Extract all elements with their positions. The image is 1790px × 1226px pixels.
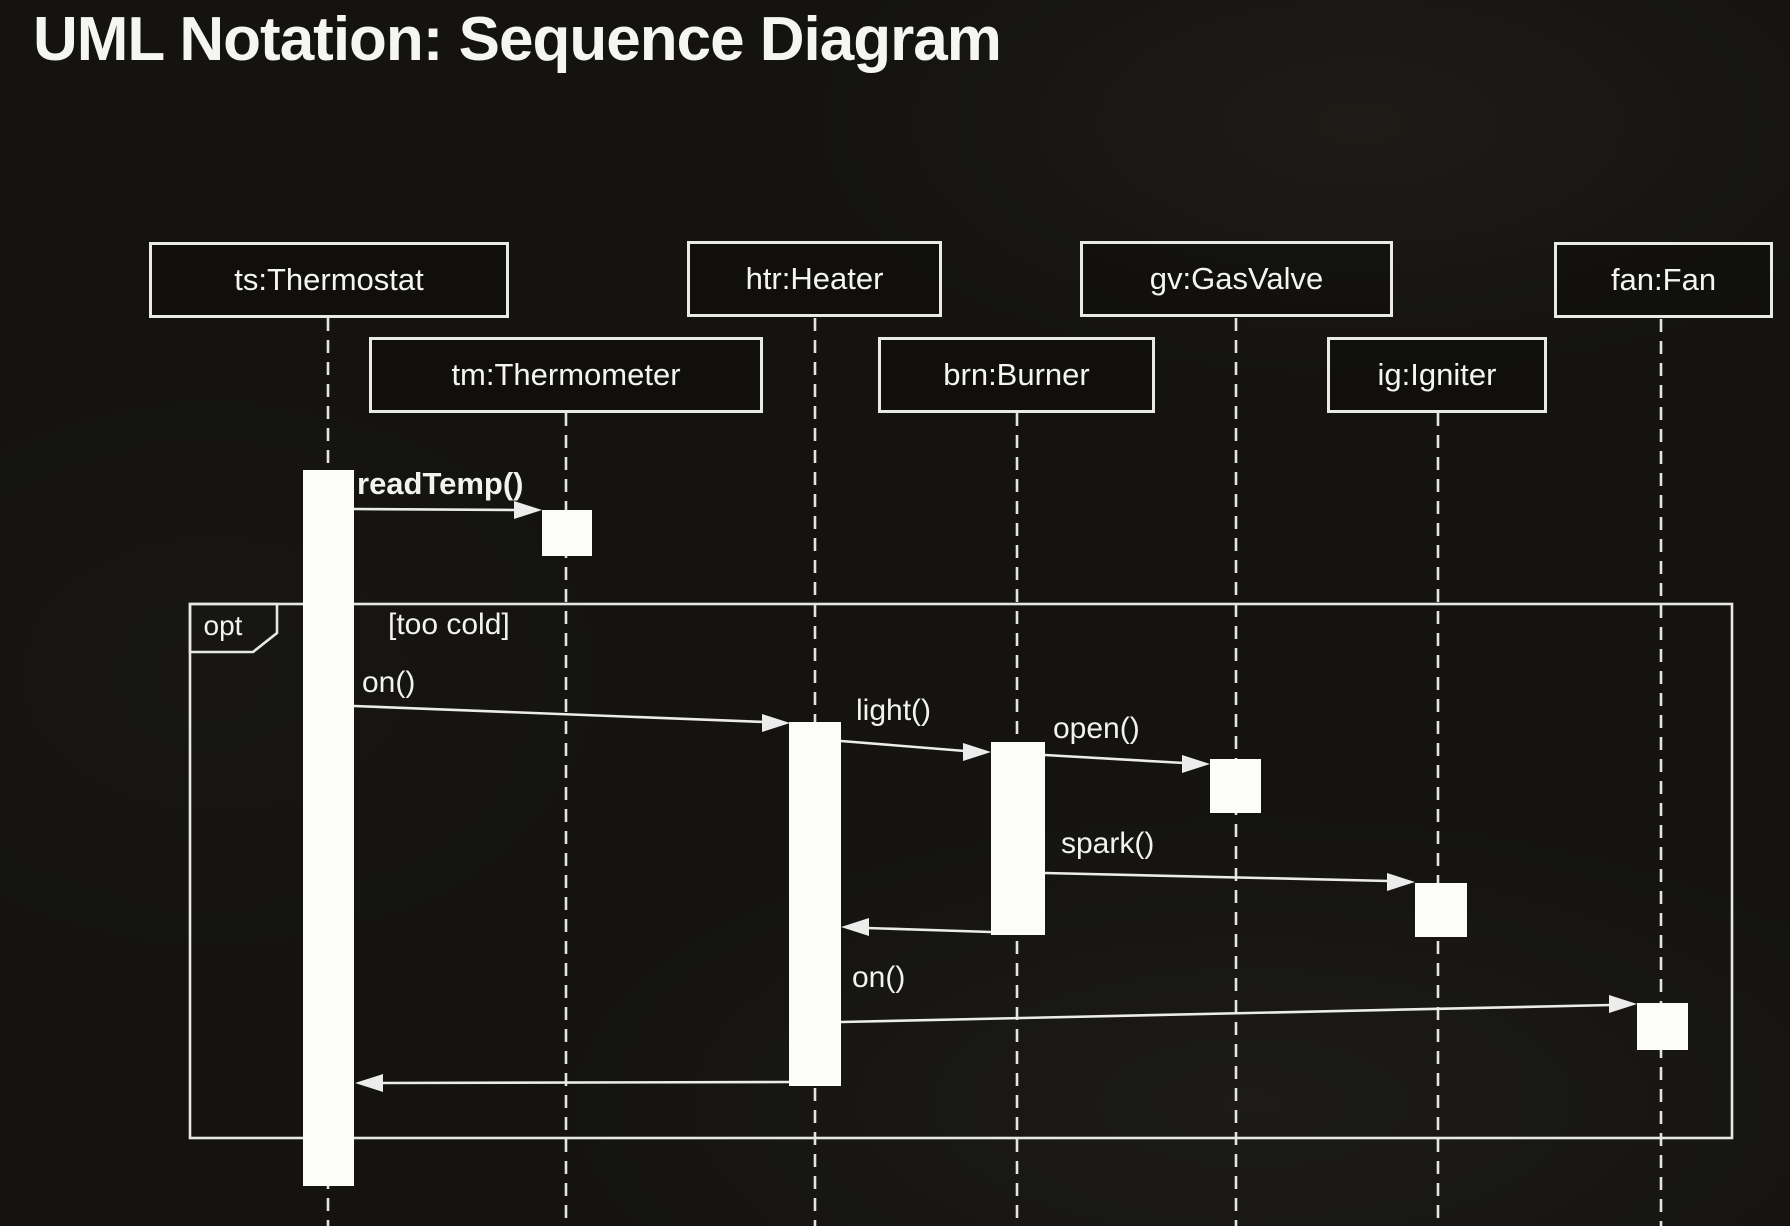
lifeline-head-tm: tm:Thermometer <box>369 337 763 413</box>
arrow-return-heater-thermostat <box>355 1074 790 1092</box>
lifeline-head-fan: fan:Fan <box>1554 242 1773 318</box>
lifeline-label-gv: gv:GasValve <box>1149 261 1324 296</box>
lifeline-label-brn: brn:Burner <box>943 357 1090 392</box>
lifeline-label-ts: ts:Thermostat <box>234 262 424 297</box>
lifeline-head-gv: gv:GasValve <box>1080 241 1393 317</box>
message-label-readtemp: readTemp() <box>357 466 524 501</box>
lifeline-label-ig: ig:Igniter <box>1377 357 1497 392</box>
page-title: UML Notation: Sequence Diagram <box>33 5 1002 74</box>
arrow-light <box>840 739 991 761</box>
message-label-open: open() <box>1053 712 1140 745</box>
lifeline-label-fan: fan:Fan <box>1610 262 1717 297</box>
activation-htr <box>789 722 841 1086</box>
activation-bars <box>303 470 1688 1186</box>
lifeline-head-htr: htr:Heater <box>687 241 942 317</box>
lifeline-head-ts: ts:Thermostat <box>149 242 509 318</box>
activation-gv <box>1210 759 1261 813</box>
message-label-on-heater: on() <box>362 666 416 699</box>
arrow-spark <box>1044 871 1415 891</box>
arrow-on-fan <box>840 995 1637 1024</box>
opt-operator-label: opt <box>203 610 243 641</box>
message-label-on-fan: on() <box>852 961 906 994</box>
lifeline-label-htr: htr:Heater <box>745 261 884 296</box>
lifeline-head-ig: ig:Igniter <box>1327 337 1547 413</box>
lifeline-label-tm: tm:Thermometer <box>451 357 681 392</box>
message-label-light: light() <box>856 694 932 727</box>
arrow-open <box>1044 753 1210 773</box>
activation-brn <box>991 742 1045 935</box>
lifeline-head-brn: brn:Burner <box>878 337 1155 413</box>
message-arrows <box>353 501 1637 1092</box>
activation-ts <box>303 470 354 1186</box>
arrow-on-heater <box>353 704 790 732</box>
arrow-readtemp <box>353 501 542 519</box>
activation-tm <box>542 510 592 556</box>
guard-label: [too cold] <box>388 608 510 641</box>
opt-fragment-border <box>188 602 1734 1140</box>
activation-fan <box>1637 1003 1688 1050</box>
opt-fragment-pentagon <box>188 602 279 654</box>
arrow-return-burner-heater <box>841 918 992 936</box>
opt-fragment <box>188 602 1734 1140</box>
message-label-spark: spark() <box>1061 827 1155 860</box>
activation-ig <box>1415 883 1467 937</box>
